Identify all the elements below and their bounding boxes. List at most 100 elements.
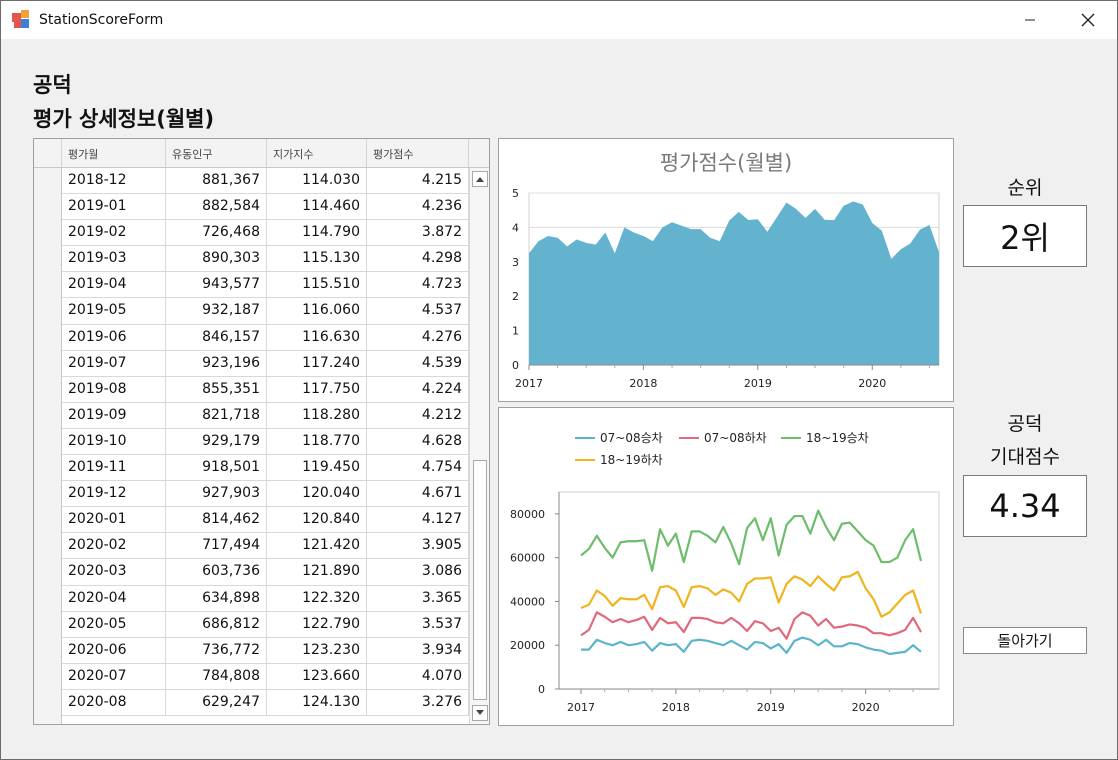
cell-population[interactable]: 629,247: [166, 689, 267, 716]
cell-land-index[interactable]: 121.420: [267, 533, 367, 560]
cell-land-index[interactable]: 122.790: [267, 611, 367, 638]
scroll-up-button[interactable]: [472, 171, 488, 187]
cell-land-index[interactable]: 115.130: [267, 246, 367, 273]
table-row[interactable]: 2019-09 821,718 118.280 4.212: [62, 402, 469, 429]
cell-score[interactable]: 4.671: [367, 481, 469, 508]
cell-score[interactable]: 4.070: [367, 663, 469, 690]
cell-population[interactable]: 855,351: [166, 376, 267, 403]
cell-population[interactable]: 634,898: [166, 585, 267, 612]
grid-scrollbar[interactable]: [469, 168, 489, 724]
cell-population[interactable]: 846,157: [166, 324, 267, 351]
table-row[interactable]: 2019-02 726,468 114.790 3.872: [62, 220, 469, 247]
table-row[interactable]: 2019-01 882,584 114.460 4.236: [62, 194, 469, 221]
cell-score[interactable]: 4.212: [367, 402, 469, 429]
table-row[interactable]: 2020-02 717,494 121.420 3.905: [62, 533, 469, 560]
cell-month[interactable]: 2019-07: [62, 350, 166, 377]
cell-land-index[interactable]: 116.630: [267, 324, 367, 351]
cell-land-index[interactable]: 119.450: [267, 455, 367, 482]
table-row[interactable]: 2019-07 923,196 117.240 4.539: [62, 350, 469, 377]
monthly-score-grid[interactable]: 평가월 유동인구 지가지수 평가점수 2018-12 881,367 114.030…: [33, 138, 490, 725]
cell-month[interactable]: 2019-01: [62, 194, 166, 221]
cell-score[interactable]: 4.723: [367, 272, 469, 299]
cell-month[interactable]: 2020-01: [62, 507, 166, 534]
table-row[interactable]: 2020-05 686,812 122.790 3.537: [62, 611, 469, 638]
cell-month[interactable]: 2020-05: [62, 611, 166, 638]
cell-score[interactable]: 3.086: [367, 559, 469, 586]
cell-population[interactable]: 814,462: [166, 507, 267, 534]
cell-land-index[interactable]: 115.510: [267, 272, 367, 299]
column-header-month[interactable]: 평가월: [62, 139, 166, 167]
cell-month[interactable]: 2019-11: [62, 455, 166, 482]
cell-land-index[interactable]: 123.230: [267, 637, 367, 664]
table-row[interactable]: 2020-01 814,462 120.840 4.127: [62, 507, 469, 534]
cell-month[interactable]: 2019-06: [62, 324, 166, 351]
cell-score[interactable]: 4.539: [367, 350, 469, 377]
cell-month[interactable]: 2020-06: [62, 637, 166, 664]
cell-month[interactable]: 2019-09: [62, 402, 166, 429]
cell-land-index[interactable]: 121.890: [267, 559, 367, 586]
table-row[interactable]: 2020-06 736,772 123.230 3.934: [62, 637, 469, 664]
back-button[interactable]: 돌아가기: [963, 627, 1087, 654]
cell-population[interactable]: 686,812: [166, 611, 267, 638]
cell-land-index[interactable]: 124.130: [267, 689, 367, 716]
column-header-land-index[interactable]: 지가지수: [267, 139, 367, 167]
cell-score[interactable]: 4.215: [367, 168, 469, 194]
scroll-thumb[interactable]: [473, 460, 487, 700]
table-row[interactable]: 2020-08 629,247 124.130 3.276: [62, 689, 469, 716]
table-row[interactable]: 2019-12 927,903 120.040 4.671: [62, 481, 469, 508]
cell-population[interactable]: 736,772: [166, 637, 267, 664]
cell-land-index[interactable]: 116.060: [267, 298, 367, 325]
cell-score[interactable]: 3.537: [367, 611, 469, 638]
cell-population[interactable]: 890,303: [166, 246, 267, 273]
cell-score[interactable]: 4.628: [367, 428, 469, 455]
cell-score[interactable]: 3.872: [367, 220, 469, 247]
cell-month[interactable]: 2018-12: [62, 168, 166, 194]
cell-month[interactable]: 2019-05: [62, 298, 166, 325]
cell-land-index[interactable]: 122.320: [267, 585, 367, 612]
cell-population[interactable]: 882,584: [166, 194, 267, 221]
cell-population[interactable]: 881,367: [166, 168, 267, 194]
table-row[interactable]: 2019-11 918,501 119.450 4.754: [62, 455, 469, 482]
cell-score[interactable]: 4.224: [367, 376, 469, 403]
cell-month[interactable]: 2019-10: [62, 428, 166, 455]
cell-population[interactable]: 821,718: [166, 402, 267, 429]
cell-score[interactable]: 4.537: [367, 298, 469, 325]
cell-population[interactable]: 603,736: [166, 559, 267, 586]
cell-population[interactable]: 726,468: [166, 220, 267, 247]
cell-land-index[interactable]: 117.240: [267, 350, 367, 377]
cell-score[interactable]: 4.754: [367, 455, 469, 482]
table-row[interactable]: 2019-05 932,187 116.060 4.537: [62, 298, 469, 325]
cell-score[interactable]: 3.276: [367, 689, 469, 716]
cell-population[interactable]: 932,187: [166, 298, 267, 325]
cell-month[interactable]: 2020-04: [62, 585, 166, 612]
cell-land-index[interactable]: 117.750: [267, 376, 367, 403]
cell-month[interactable]: 2019-12: [62, 481, 166, 508]
cell-score[interactable]: 3.365: [367, 585, 469, 612]
cell-month[interactable]: 2019-03: [62, 246, 166, 273]
cell-month[interactable]: 2020-07: [62, 663, 166, 690]
cell-land-index[interactable]: 123.660: [267, 663, 367, 690]
cell-population[interactable]: 927,903: [166, 481, 267, 508]
cell-population[interactable]: 784,808: [166, 663, 267, 690]
cell-month[interactable]: 2020-02: [62, 533, 166, 560]
table-row[interactable]: 2019-04 943,577 115.510 4.723: [62, 272, 469, 299]
table-row[interactable]: 2019-08 855,351 117.750 4.224: [62, 376, 469, 403]
cell-score[interactable]: 3.934: [367, 637, 469, 664]
cell-score[interactable]: 4.276: [367, 324, 469, 351]
cell-population[interactable]: 943,577: [166, 272, 267, 299]
cell-score[interactable]: 4.298: [367, 246, 469, 273]
table-row[interactable]: 2018-12 881,367 114.030 4.215: [62, 168, 469, 195]
cell-land-index[interactable]: 120.040: [267, 481, 367, 508]
cell-population[interactable]: 918,501: [166, 455, 267, 482]
cell-population[interactable]: 717,494: [166, 533, 267, 560]
cell-land-index[interactable]: 114.030: [267, 168, 367, 194]
cell-month[interactable]: 2019-04: [62, 272, 166, 299]
table-row[interactable]: 2020-07 784,808 123.660 4.070: [62, 663, 469, 690]
table-row[interactable]: 2019-10 929,179 118.770 4.628: [62, 428, 469, 456]
cell-month[interactable]: 2020-03: [62, 559, 166, 586]
cell-land-index[interactable]: 118.770: [267, 428, 367, 455]
cell-land-index[interactable]: 120.840: [267, 507, 367, 534]
table-row[interactable]: 2020-03 603,736 121.890 3.086: [62, 559, 469, 586]
table-row[interactable]: 2019-03 890,303 115.130 4.298: [62, 246, 469, 273]
cell-month[interactable]: 2019-02: [62, 220, 166, 247]
